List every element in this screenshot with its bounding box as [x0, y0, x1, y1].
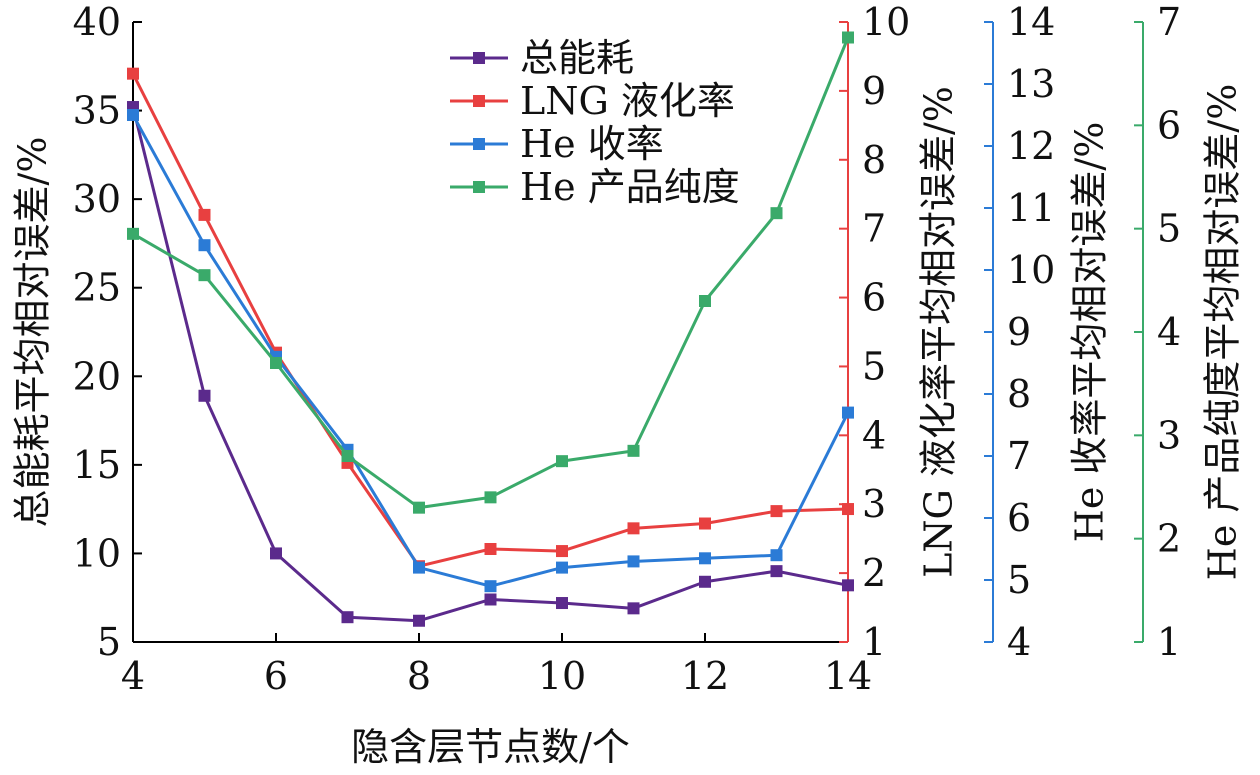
he_recovery-tick-label: 8	[1007, 372, 1031, 416]
series-2-point	[842, 406, 854, 419]
lng-tick-label: 4	[862, 413, 886, 457]
series-3-point	[413, 501, 425, 514]
series-2-point	[627, 555, 640, 568]
lng-tick-label: 7	[862, 207, 886, 251]
total_energy-tick-label: 15	[73, 443, 121, 487]
lng-tick-label: 10	[862, 0, 910, 44]
series-3-point	[270, 357, 282, 369]
lng-tick-label: 1	[862, 620, 886, 664]
series-3-point	[556, 455, 568, 468]
series-2-point	[770, 549, 783, 562]
series-1-point	[484, 543, 497, 555]
total_energy-axis-title: 总能耗平均相对误差/%	[11, 137, 55, 528]
legend-swatch-marker	[473, 95, 485, 107]
he_recovery-tick-label: 4	[1007, 620, 1031, 664]
series-0-point	[627, 602, 640, 615]
lng-tick-label: 6	[862, 276, 886, 320]
series-0-point	[556, 597, 568, 610]
legend-swatch-marker	[473, 181, 485, 193]
lng-tick-label: 5	[862, 344, 886, 388]
legend-label: He 收率	[520, 122, 664, 166]
series-1-point	[556, 545, 568, 558]
series-2-point	[484, 580, 497, 593]
he_recovery-axis-title: He 收率平均相对误差/%	[1068, 122, 1112, 543]
series-3-point	[127, 227, 139, 240]
series-1-point	[770, 505, 783, 518]
legend-label: LNG 液化率	[520, 79, 735, 123]
axes-layer: 4 6 8 10 12 14510152025303540总能耗平均相对误差/%12345…	[11, 0, 1245, 698]
he_recovery-tick-label: 12	[1007, 124, 1055, 168]
he_purity-tick-label: 5	[1157, 207, 1181, 251]
series-3-point	[842, 31, 854, 44]
legend-swatch-marker	[473, 52, 485, 64]
total_energy-tick-label: 25	[73, 266, 121, 310]
he_purity-axis-title: He 产品纯度平均相对误差/%	[1201, 84, 1245, 581]
series-3-point	[627, 444, 640, 457]
legend-label: He 产品纯度	[520, 165, 740, 209]
total_energy-tick-label: 40	[73, 0, 121, 44]
series-2-point	[699, 552, 711, 565]
series-1-point	[842, 503, 854, 516]
lng-axis-title: LNG 液化率平均相对误差/%	[917, 86, 961, 578]
he_recovery-tick-label: 11	[1007, 186, 1055, 230]
series-1-point	[127, 67, 139, 80]
he_purity-tick-label: 1	[1157, 620, 1181, 664]
he_recovery-tick-label: 14	[1007, 0, 1055, 44]
series-layer	[127, 31, 854, 627]
x-tick-label: 4	[121, 654, 145, 698]
x-tick-label: 12	[681, 654, 729, 698]
total_energy-tick-label: 30	[73, 177, 121, 221]
he_recovery-tick-label: 6	[1007, 496, 1031, 540]
x-tick-label: 8	[407, 654, 431, 698]
total_energy-tick-label: 10	[73, 531, 121, 575]
x-tick-label: 6	[264, 654, 288, 698]
he_recovery-tick-label: 5	[1007, 558, 1031, 602]
legend-label: 总能耗	[520, 36, 634, 80]
series-line-3	[132, 36, 850, 510]
legend-swatch-marker	[473, 138, 485, 150]
series-3-point	[198, 269, 211, 282]
he_recovery-tick-label: 9	[1007, 310, 1031, 354]
series-0-point	[341, 611, 354, 624]
series-2-point	[556, 561, 568, 574]
series-1-point	[627, 522, 640, 535]
series-3-point	[770, 207, 783, 220]
series-0-point	[270, 547, 282, 560]
he_recovery-tick-label: 7	[1007, 434, 1031, 478]
series-1-point	[198, 208, 211, 221]
x-tick-label: 14	[824, 654, 872, 698]
series-3-point	[699, 295, 711, 307]
he_purity-tick-label: 7	[1157, 0, 1181, 44]
x-tick-label: 10	[538, 654, 586, 698]
series-2-point	[198, 239, 211, 252]
lng-tick-label: 2	[862, 551, 886, 595]
lng-tick-label: 3	[862, 482, 886, 526]
total_energy-tick-label: 5	[97, 620, 121, 664]
lng-tick-label: 8	[862, 138, 886, 182]
series-0-point	[198, 389, 211, 402]
series-0-point	[484, 593, 497, 606]
total_energy-tick-label: 35	[73, 89, 121, 133]
series-3-point	[341, 450, 354, 462]
x-axis-title: 隐含层节点数/个	[351, 725, 630, 769]
total_energy-tick-label: 20	[73, 354, 121, 398]
series-0-point	[770, 565, 783, 578]
series-0-point	[842, 579, 854, 592]
he_recovery-tick-label: 10	[1007, 248, 1055, 292]
he_purity-tick-label: 2	[1157, 517, 1181, 561]
series-2-point	[413, 561, 425, 574]
series-2-point	[127, 109, 139, 121]
he_recovery-tick-label: 13	[1007, 62, 1055, 106]
he_purity-tick-label: 3	[1157, 413, 1181, 457]
series-0-point	[699, 575, 711, 588]
lng-tick-label: 9	[862, 69, 886, 113]
he_purity-tick-label: 4	[1157, 310, 1181, 354]
series-3-point	[484, 491, 497, 504]
series-1-point	[699, 517, 711, 530]
series-0-point	[413, 614, 425, 627]
he_purity-tick-label: 6	[1157, 103, 1181, 147]
